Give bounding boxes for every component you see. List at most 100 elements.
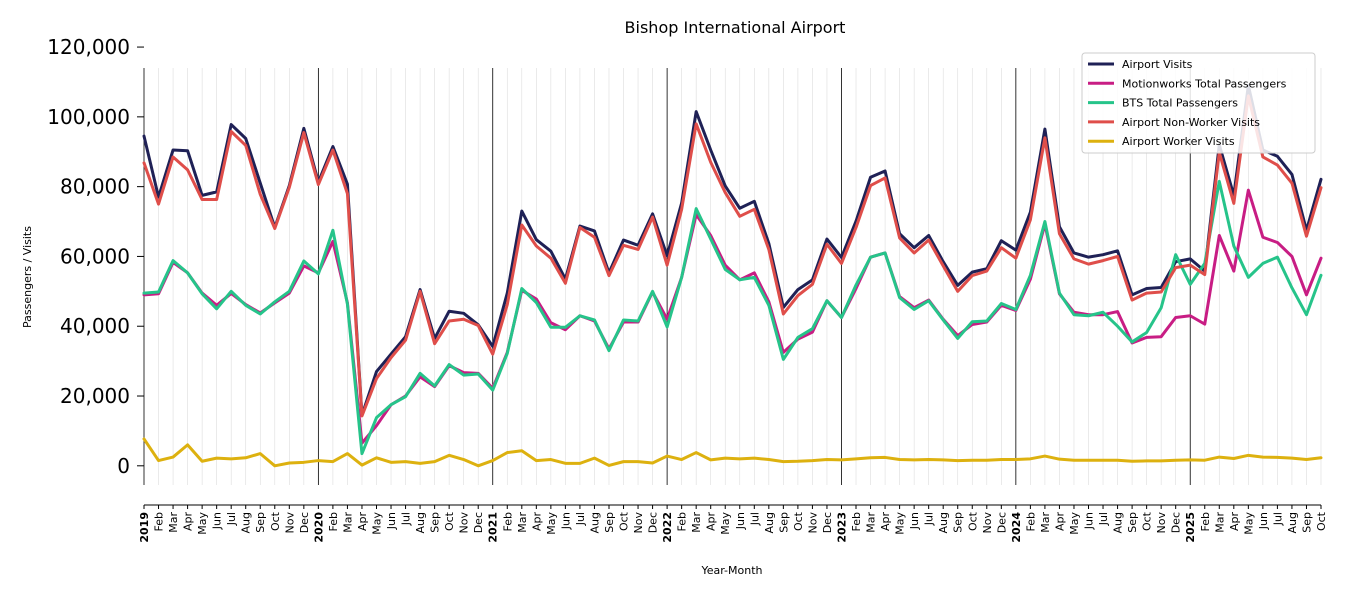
x-tick-label-month: Jul [748, 512, 761, 526]
y-axis: 0 20,000 40,000 60,000 80,000 100,000 120,000 [47, 35, 144, 478]
x-tick-label-month: Feb [327, 512, 340, 531]
x-tick-label-month: Jun [908, 512, 921, 530]
x-tick-label-month: Nov [632, 512, 645, 534]
x-tick-label-month: Sep [777, 512, 790, 533]
legend-label: BTS Total Passengers [1122, 97, 1238, 110]
x-tick-label-month: Oct [792, 511, 805, 531]
chart-title: Bishop International Airport [625, 18, 846, 37]
x-tick-label-month: Feb [676, 512, 689, 531]
legend-label: Motionworks Total Passengers [1122, 77, 1287, 90]
legend-label: Airport Non-Worker Visits [1122, 116, 1260, 129]
x-tick-label-month: Mar [167, 512, 180, 533]
x-tick-label-month: Sep [429, 512, 442, 533]
x-tick-label-month: Oct [1141, 511, 1154, 531]
x-tick-label-month: Feb [1199, 512, 1212, 531]
y-tick-label: 80,000 [60, 175, 130, 199]
x-tick-label-year: 2019 [138, 512, 151, 543]
y-tick-label: 20,000 [60, 384, 130, 408]
x-tick-label-month: Aug [588, 512, 601, 533]
x-tick-label-month: Sep [1300, 512, 1313, 533]
x-tick-label-year: 2024 [1010, 512, 1023, 543]
x-tick-label-month: Apr [1228, 512, 1241, 532]
x-tick-label-month: Jul [225, 512, 238, 526]
x-tick-label-month: Dec [472, 512, 485, 533]
x-tick-label-year: 2025 [1184, 512, 1197, 543]
x-tick-label-month: Oct [1315, 511, 1328, 531]
x-tick-label-month: Dec [1170, 512, 1183, 533]
x-tick-label-month: Sep [603, 512, 616, 533]
series-line-2 [142, 179, 1323, 456]
x-tick-label-year: 2021 [487, 512, 500, 543]
x-tick-label-month: Jun [211, 512, 224, 530]
series-line-0 [142, 83, 1323, 417]
x-tick-label-month: Sep [254, 512, 267, 533]
x-tick-label-month: Apr [356, 512, 369, 532]
y-tick-label: 60,000 [60, 244, 130, 268]
x-tick-label-month: Nov [458, 512, 471, 534]
x-tick-label-month: Nov [283, 512, 296, 534]
x-tick-label-month: Apr [182, 512, 195, 532]
x-tick-label-month: Apr [1053, 512, 1066, 532]
series-lines [142, 83, 1323, 468]
legend: Airport Visits Motionworks Total Passenge… [1081, 52, 1316, 154]
x-tick-label-month: Dec [821, 512, 834, 533]
x-tick-label-month: Jul [400, 512, 413, 526]
x-tick-label-month: May [719, 512, 732, 535]
y-axis-label: Passengers / Visits [21, 226, 34, 328]
x-tick-label-month: Feb [153, 512, 166, 531]
legend-label: Airport Visits [1122, 58, 1193, 71]
x-tick-label-month: Nov [806, 512, 819, 534]
x-tick-label-month: Jun [1083, 512, 1096, 530]
x-tick-label-month: Aug [240, 512, 253, 533]
x-tick-label-month: Dec [995, 512, 1008, 533]
x-tick-label-month: Dec [647, 512, 660, 533]
x-tick-label-month: Jul [1097, 512, 1110, 526]
x-tick-label-month: Sep [1126, 512, 1139, 533]
x-tick-label-month: Feb [1024, 512, 1037, 531]
x-tick-label-month: Mar [341, 512, 354, 533]
x-tick-label-month: Apr [705, 512, 718, 532]
x-tick-label-month: Jun [559, 512, 572, 530]
x-axis-label: Year-Month [700, 564, 762, 577]
x-tick-label-month: Jun [385, 512, 398, 530]
x-tick-label-month: Mar [1213, 512, 1226, 533]
x-tick-label-year: 2023 [835, 512, 848, 543]
x-axis: 2019 Feb Mar Apr May Jun Jul Aug Sep Oct Nov Dec 202… [138, 504, 1328, 543]
x-tick-label-month: Jun [734, 512, 747, 530]
legend-label: Airport Worker Visits [1122, 135, 1235, 148]
x-tick-label-month: Aug [1112, 512, 1125, 533]
x-tick-label-month: Nov [981, 512, 994, 534]
x-tick-label-month: Oct [618, 511, 631, 531]
series-line-3 [142, 94, 1323, 418]
x-tick-label-month: Mar [865, 512, 878, 533]
x-tick-label-month: Jun [1257, 512, 1270, 530]
x-tick-label-month: Jul [1271, 512, 1284, 526]
x-tick-label-month: Dec [298, 512, 311, 533]
x-tick-label-month: Apr [879, 512, 892, 532]
x-tick-label-month: Oct [966, 511, 979, 531]
series-line-1 [142, 188, 1323, 445]
x-tick-label-month: Sep [952, 512, 965, 533]
x-tick-label-month: Aug [414, 512, 427, 533]
x-tick-label-month: May [894, 512, 907, 535]
x-tick-label-month: Jul [574, 512, 587, 526]
x-tick-label-month: Apr [530, 512, 543, 532]
x-tick-label-month: Oct [269, 511, 282, 531]
y-tick-label: 100,000 [47, 105, 130, 129]
y-tick-label: 0 [117, 454, 130, 478]
legend-box [1081, 52, 1316, 154]
x-tick-label-month: Mar [1039, 512, 1052, 533]
x-tick-label-month: Aug [763, 512, 776, 533]
x-tick-label-month: Nov [1155, 512, 1168, 534]
x-tick-label-month: May [1068, 512, 1081, 535]
x-tick-label-year: 2020 [312, 512, 325, 543]
x-tick-label-month: May [370, 512, 383, 535]
x-tick-label-month: May [1242, 512, 1255, 535]
x-tick-label-month: Feb [850, 512, 863, 531]
y-tick-label: 40,000 [60, 314, 130, 338]
x-tick-label-year: 2022 [661, 512, 674, 543]
x-tick-label-month: Mar [690, 512, 703, 533]
x-tick-label-month: May [196, 512, 209, 535]
x-tick-label-month: Feb [501, 512, 514, 531]
